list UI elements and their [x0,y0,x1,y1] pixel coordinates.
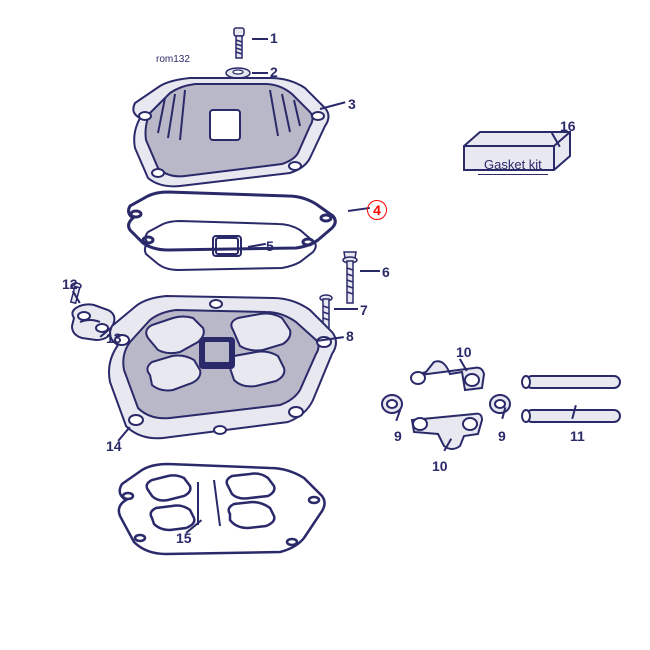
leader-line [360,270,380,272]
callout-7: 7 [360,302,368,318]
callout-8: 8 [346,328,354,344]
gasket-kit-label: Gasket kit [478,155,548,175]
exploded-diagram: 1 2 3 4 5 6 7 8 9 9 10 10 11 12 13 14 15… [0,0,650,650]
leader-line [252,38,268,40]
callout-5: 5 [266,238,274,254]
callout-16: 16 [560,118,576,134]
callout-3: 3 [348,96,356,112]
callout-9: 9 [394,428,402,444]
callout-10: 10 [456,344,472,360]
callout-9b: 9 [498,428,506,444]
callout-4-circle: 4 [367,200,387,220]
callout-14: 14 [106,438,122,454]
callout-13: 13 [106,330,122,346]
callout-1: 1 [270,30,278,46]
part-seal-plate-5 [128,218,328,278]
callout-10b: 10 [432,458,448,474]
part-rocker-box-14 [88,290,348,460]
callout-11: 11 [570,428,585,444]
callout-6: 6 [382,264,390,280]
leader-line [252,72,268,74]
ref-label: rom132 [156,54,190,65]
leader-line [334,308,358,310]
callout-12: 12 [62,276,78,292]
callout-15: 15 [176,530,192,546]
part-lower-gasket-15 [98,460,338,560]
part-screw-1 [228,26,250,62]
callout-2: 2 [270,64,278,80]
part-rocker-cover-3 [110,68,340,198]
callout-4: 4 [373,202,381,218]
